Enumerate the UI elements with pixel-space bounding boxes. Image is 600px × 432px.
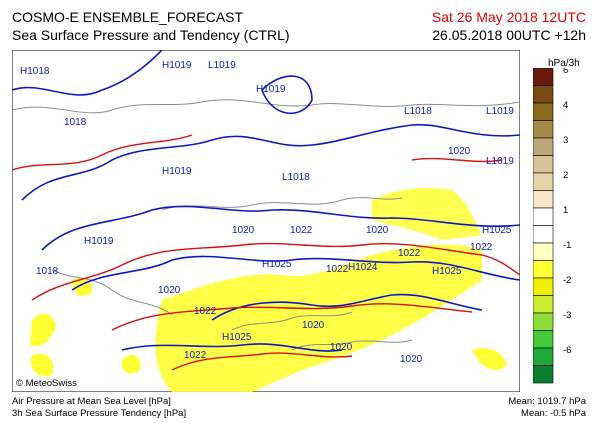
product-title: COSMO-E ENSEMBLE_FORECAST (12, 9, 244, 25)
legend-label: -6 (563, 345, 571, 356)
run-info: 26.05.2018 00UTC +12h (432, 27, 586, 43)
pressure-label: 1022 (184, 350, 207, 361)
legend-label: 6 (563, 68, 568, 76)
pressure-label: L1019 (486, 106, 514, 117)
legend-swatch (533, 102, 554, 121)
pressure-label: 1022 (326, 264, 349, 275)
tendency-legend: 6 4 3 2 1 -1 -2 -3 -6 (533, 68, 571, 384)
pressure-label: 1020 (366, 225, 389, 236)
legend-swatch (533, 207, 554, 226)
legend-swatch (533, 277, 554, 296)
pressure-label: H1024 (348, 262, 378, 273)
copyright: © MeteoSwiss (16, 378, 77, 389)
legend-swatch (533, 347, 554, 366)
legend-swatch (533, 137, 554, 156)
legend-unit: hPa/3h (548, 58, 580, 69)
pressure-label: 1020 (448, 146, 471, 157)
product-subtitle: Sea Surface Pressure and Tendency (CTRL) (12, 27, 290, 43)
pressure-label: L1018 (282, 172, 310, 183)
pressure-labels: H1018 H1019 L1019 H1019 L1018 L1019 1018… (20, 60, 514, 365)
legend-swatch (533, 260, 554, 279)
footer-pressure-label: Air Pressure at Mean Sea Level [hPa] (12, 396, 171, 407)
legend-label: 1 (563, 205, 568, 216)
pressure-label: H1025 (432, 266, 462, 277)
legend-swatch (533, 242, 554, 261)
mean-tendency: Mean: -0.5 hPa (521, 408, 586, 419)
isobars-red (12, 134, 520, 371)
pressure-label: H1019 (162, 166, 192, 177)
legend-swatch (533, 172, 554, 191)
footer-left: Air Pressure at Mean Sea Level [hPa] 3h … (12, 396, 186, 420)
legend-swatch (533, 120, 554, 139)
coastline (12, 99, 520, 351)
pressure-label: H1025 (482, 225, 512, 236)
pressure-label: 1022 (194, 306, 217, 317)
footer-right: Mean: 1019.7 hPa Mean: -0.5 hPa (508, 396, 586, 420)
pressure-label: 1020 (158, 285, 181, 296)
pressure-label: H1018 (20, 66, 50, 77)
legend-label: 4 (563, 100, 568, 111)
pressure-label: H1025 (262, 259, 292, 270)
pressure-label: 1018 (64, 117, 87, 128)
pressure-label: 1018 (36, 266, 59, 277)
legend-swatch (533, 330, 554, 349)
legend-swatch (533, 190, 554, 209)
pressure-label: 1022 (470, 242, 493, 253)
header-right: Sat 26 May 2018 12UTC 26.05.2018 00UTC +… (432, 8, 586, 44)
mean-pressure: Mean: 1019.7 hPa (508, 396, 586, 407)
legend-swatch (533, 155, 554, 174)
pressure-label: 1022 (290, 225, 313, 236)
legend-label: -3 (563, 310, 571, 321)
legend-swatch (533, 68, 554, 86)
pressure-label: 1020 (400, 354, 423, 365)
pressure-label: 1022 (398, 248, 421, 259)
legend-label: -1 (563, 240, 571, 251)
pressure-label: H1019 (256, 84, 286, 95)
legend-swatch (533, 295, 554, 314)
pressure-label: 1020 (302, 320, 325, 331)
pressure-label: 1020 (330, 342, 353, 353)
legend-swatch (533, 365, 554, 384)
legend-label: 3 (563, 135, 568, 146)
legend-swatch (533, 312, 554, 331)
weather-map: H1018 H1019 L1019 H1019 L1018 L1019 1018… (12, 50, 520, 392)
legend-swatch (533, 85, 554, 104)
pressure-label: H1019 (162, 60, 192, 71)
pressure-label: H1025 (222, 332, 252, 343)
pressure-label: L1018 (404, 106, 432, 117)
valid-time: Sat 26 May 2018 12UTC (431, 9, 586, 25)
pressure-label: 1020 (232, 225, 255, 236)
pressure-label: H1019 (84, 236, 114, 247)
land-yellow-areas (30, 188, 507, 392)
legend-swatch (533, 225, 554, 244)
pressure-label: L1019 (208, 60, 236, 71)
header-left: COSMO-E ENSEMBLE_FORECAST Sea Surface Pr… (12, 8, 290, 44)
pressure-label: L1019 (486, 156, 514, 167)
legend-label: 2 (563, 170, 568, 181)
legend-label: -2 (563, 275, 571, 286)
footer-tendency-label: 3h Sea Surface Pressure Tendency [hPa] (12, 408, 187, 419)
isobars-blue (12, 50, 520, 352)
